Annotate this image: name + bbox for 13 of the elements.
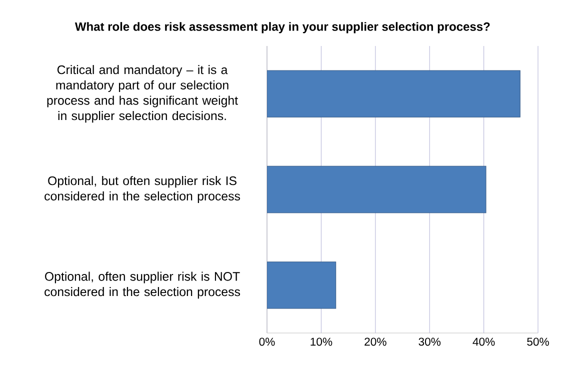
x-tick-label: 30% (418, 338, 441, 346)
bar (267, 70, 520, 118)
x-tick-label: 10% (310, 338, 332, 346)
x-tick-label: 40% (472, 338, 495, 346)
x-tick-label: 50% (527, 338, 549, 346)
y-tick-label: Optional, often supplier risk is NOT considered in the selection process (44, 272, 240, 299)
y-tick-label: Optional, but often supplier risk IS considered in the selection process (44, 176, 240, 203)
x-tick-label: 0% (259, 338, 275, 346)
y-tick-label: Critical and mandatory – it is a mandatory part of our selection process and has significant weight in supplier selection decisions. (47, 65, 238, 123)
chart-title: What role does risk assessment play in your supplier selection process? (74, 22, 490, 34)
bar (267, 262, 336, 309)
bar (267, 166, 486, 214)
x-tick-label: 20% (364, 338, 386, 346)
